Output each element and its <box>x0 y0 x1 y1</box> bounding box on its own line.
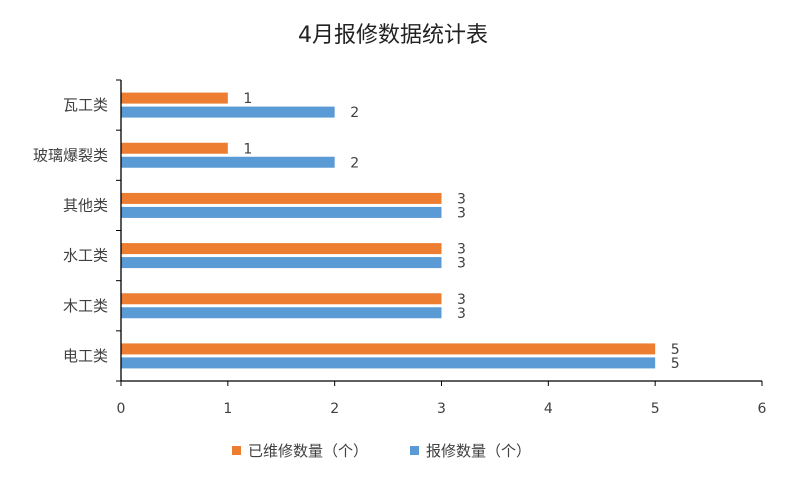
data-label: 1 <box>243 91 252 107</box>
legend: 已维修数量（个） 报修数量（个） <box>232 442 531 460</box>
bar-reported <box>121 307 442 319</box>
bar-reported <box>121 257 442 269</box>
bar-reported <box>121 156 335 168</box>
data-label: 3 <box>457 205 466 221</box>
bar-repaired <box>121 92 228 104</box>
data-label: 3 <box>457 292 466 308</box>
data-label: 2 <box>350 105 359 121</box>
legend-swatch <box>410 446 419 455</box>
data-label: 3 <box>457 306 466 322</box>
category-label: 水工类 <box>63 247 108 265</box>
x-tick-label: 1 <box>223 401 232 417</box>
bar-repaired <box>121 142 228 154</box>
x-tick-label: 5 <box>651 401 660 417</box>
x-tick-label: 0 <box>117 401 126 417</box>
category-label: 木工类 <box>63 297 108 315</box>
x-tick-label: 2 <box>330 401 339 417</box>
x-tick-label: 4 <box>544 401 553 417</box>
data-label: 2 <box>350 155 359 171</box>
legend-swatch <box>232 446 241 455</box>
data-label: 3 <box>457 242 466 258</box>
legend-label: 报修数量（个） <box>426 442 531 460</box>
data-label: 3 <box>457 256 466 272</box>
data-label: 5 <box>671 356 680 372</box>
bar-repaired <box>121 293 442 305</box>
category-label: 玻璃爆裂类 <box>33 146 108 164</box>
bar-reported <box>121 106 335 118</box>
category-label: 瓦工类 <box>63 96 108 114</box>
bar-reported <box>121 206 442 218</box>
bar-repaired <box>121 243 442 255</box>
bar-repaired <box>121 343 656 355</box>
category-label: 其他类 <box>63 196 108 214</box>
data-label: 3 <box>457 191 466 207</box>
data-label: 5 <box>671 342 680 358</box>
bar-reported <box>121 357 656 369</box>
chart-title: 4月报修数据统计表 <box>298 23 488 48</box>
legend-label: 已维修数量（个） <box>248 442 368 460</box>
x-tick-label: 3 <box>437 401 446 417</box>
bar-repaired <box>121 192 442 204</box>
category-label: 电工类 <box>63 347 108 365</box>
data-label: 1 <box>243 141 252 157</box>
x-tick-label: 6 <box>758 401 767 417</box>
